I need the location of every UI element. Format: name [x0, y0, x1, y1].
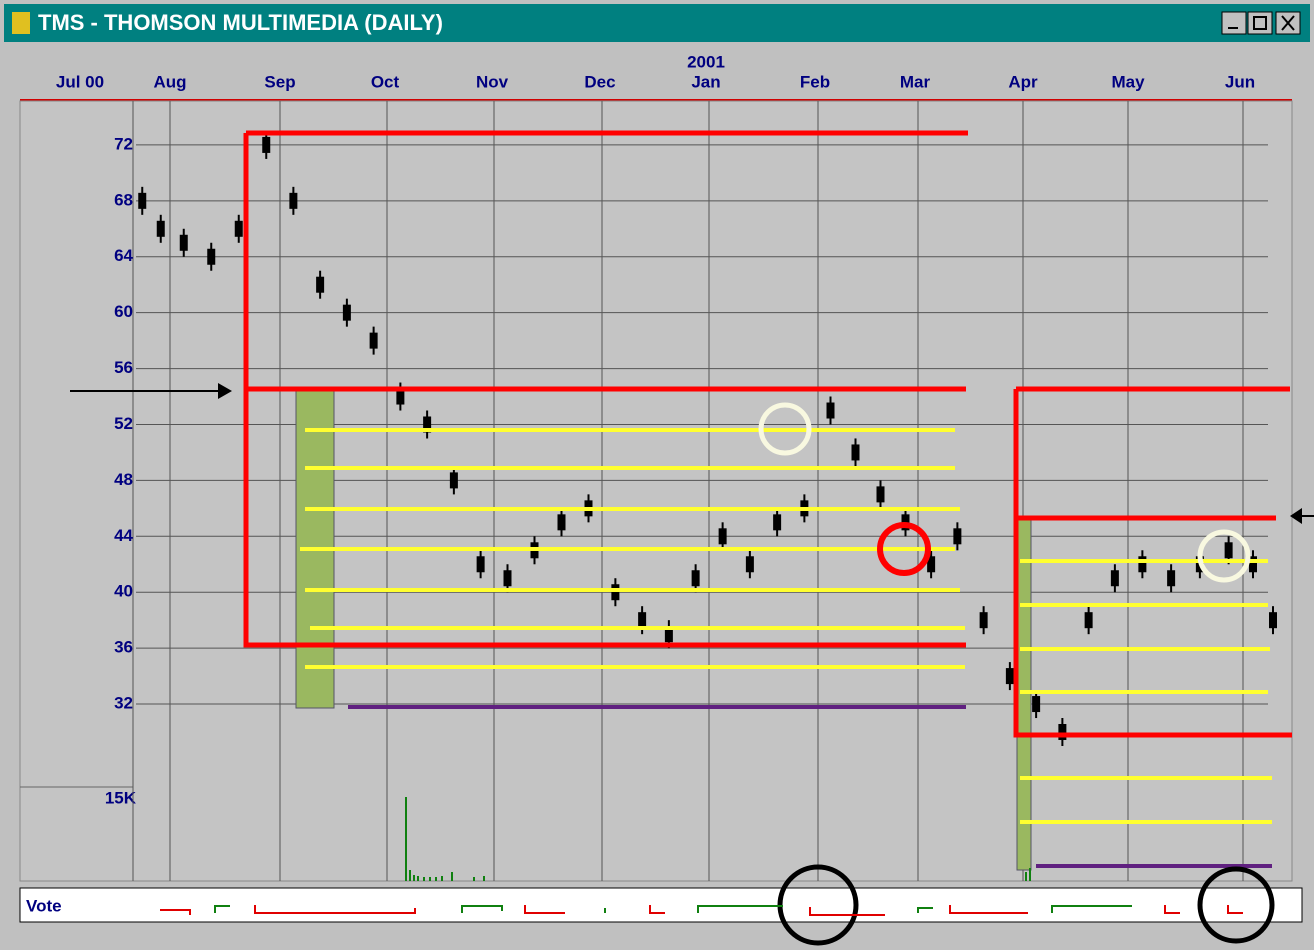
maximize-button[interactable]: [1247, 11, 1273, 35]
window-buttons[interactable]: [1221, 11, 1301, 35]
y-tick-label: 60: [114, 302, 133, 321]
candle: [369, 332, 378, 349]
y-tick-label: 32: [114, 694, 133, 713]
candle: [1110, 570, 1119, 587]
candle: [1138, 556, 1147, 573]
black-circle: [1197, 866, 1275, 944]
y-tick-label: 40: [114, 582, 133, 601]
candle: [1084, 612, 1093, 629]
candle: [179, 234, 188, 251]
y-tick-label: 72: [114, 134, 133, 153]
volume-bars: [405, 797, 1031, 881]
y-tick-label: 48: [114, 470, 133, 489]
minimize-button[interactable]: [1221, 11, 1247, 35]
x-tick-label: Dec: [584, 72, 615, 91]
volume-label: 15K: [105, 788, 137, 807]
x-tick-label: Nov: [476, 72, 509, 91]
candle: [1224, 542, 1233, 559]
x-tick-label: Jul 00: [56, 72, 104, 91]
vote-label: Vote: [26, 896, 62, 915]
arrow-head: [218, 383, 232, 399]
candle: [423, 416, 432, 433]
year-label: 2001: [687, 52, 725, 71]
candle: [851, 444, 860, 461]
candle: [664, 626, 673, 643]
red-circle: [877, 522, 931, 576]
candle: [745, 556, 754, 573]
candle: [773, 514, 782, 531]
candle: [316, 276, 325, 293]
plot-area: [19, 100, 1293, 882]
candle: [1269, 612, 1277, 629]
window-title: TMS - THOMSON MULTIMEDIA (DAILY): [38, 10, 443, 35]
candle: [979, 612, 988, 629]
y-tick-label: 68: [114, 190, 133, 209]
candle: [476, 556, 485, 573]
candle: [207, 248, 216, 265]
red-boxes: [243, 130, 1292, 738]
white-circle: [758, 402, 812, 456]
y-tick-label: 36: [114, 638, 133, 657]
annotations: [70, 130, 1314, 946]
candle: [449, 472, 458, 489]
candle: [503, 570, 512, 587]
vote-sell-signals: [160, 905, 1243, 916]
candle: [1058, 724, 1067, 740]
candle: [234, 220, 243, 237]
arrow-head: [1290, 508, 1302, 524]
candle: [826, 402, 835, 419]
app-icon: [12, 12, 30, 34]
y-tick-label: 64: [114, 246, 133, 265]
y-tick-label: 56: [114, 358, 133, 377]
candle: [1167, 570, 1176, 587]
candle: [1032, 696, 1041, 713]
date-header: [20, 44, 1292, 100]
white-circle: [1197, 529, 1251, 583]
x-tick-label: Mar: [900, 72, 931, 91]
candle: [953, 528, 962, 545]
x-tick-label: Aug: [153, 72, 186, 91]
candle: [927, 556, 936, 573]
candle: [638, 612, 647, 629]
x-tick-label: Jan: [691, 72, 720, 91]
purple-lines: [348, 705, 1272, 868]
candle: [1249, 556, 1257, 573]
x-tick-label: Sep: [264, 72, 295, 91]
y-tick-label: 44: [114, 526, 133, 545]
candle: [262, 136, 271, 153]
yellow-lines: [300, 428, 1272, 824]
candle: [611, 584, 620, 601]
candle: [691, 570, 700, 587]
x-tick-label: Feb: [800, 72, 830, 91]
candle: [138, 192, 147, 209]
candle: [718, 528, 727, 545]
x-tick-label: Apr: [1008, 72, 1038, 91]
y-tick-label: 52: [114, 414, 133, 433]
x-tick-label: Jun: [1225, 72, 1255, 91]
candle: [289, 192, 298, 209]
title-bar: [4, 4, 1310, 42]
candle: [1005, 668, 1014, 685]
candle: [557, 514, 566, 531]
candle: [156, 220, 165, 237]
x-tick-label: Oct: [371, 72, 400, 91]
candle: [396, 388, 405, 405]
candle: [876, 486, 885, 503]
vote-buy-signals: [214, 905, 1132, 913]
x-tick-label: May: [1111, 72, 1145, 91]
candle: [342, 304, 351, 321]
